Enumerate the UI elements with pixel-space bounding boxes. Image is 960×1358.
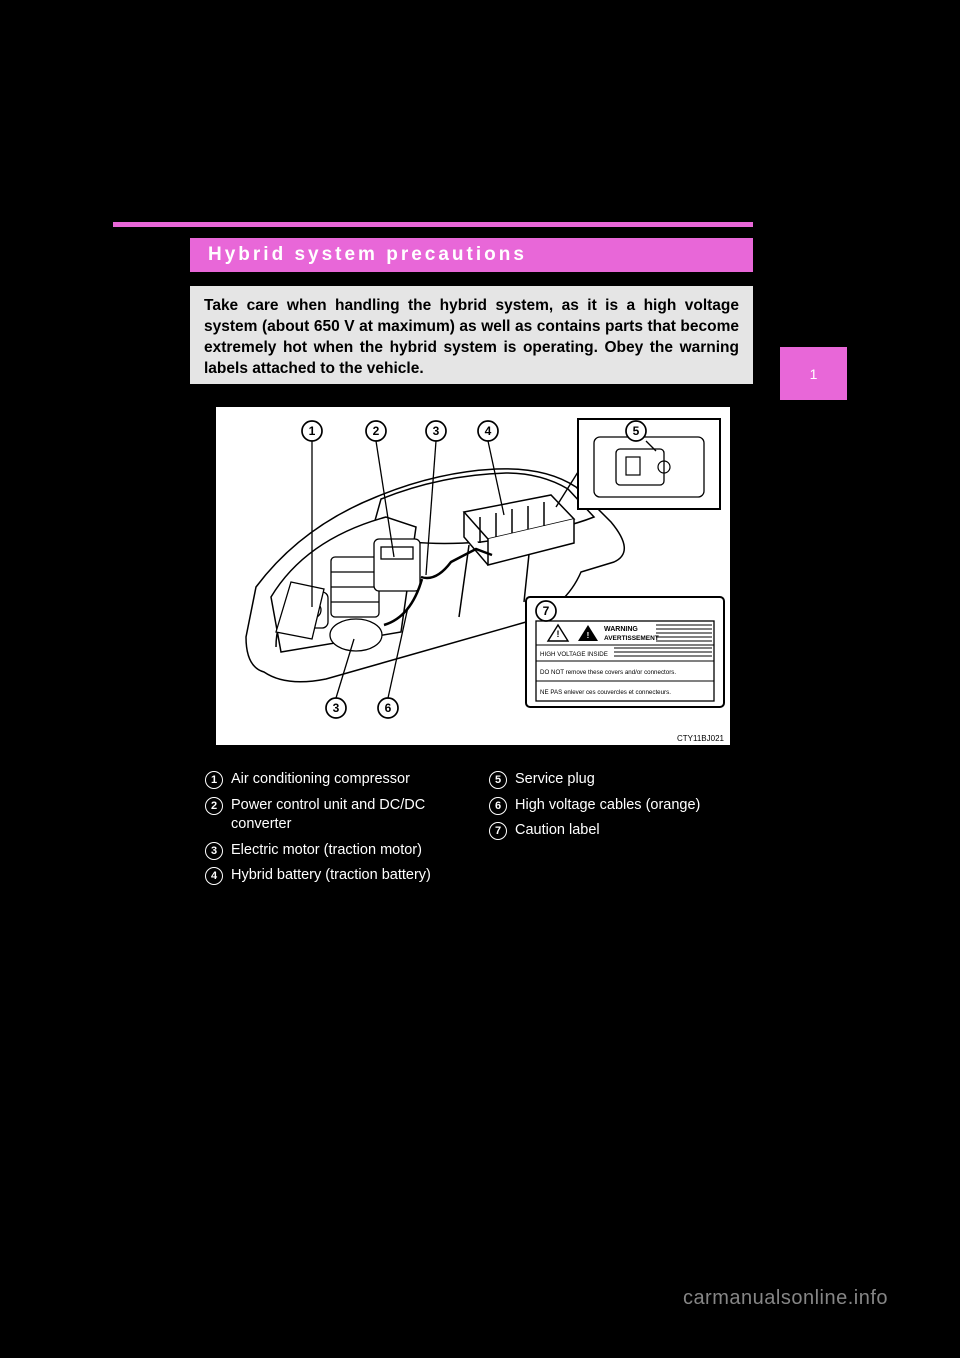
intro-text: Take care when handling the hybrid syste… xyxy=(204,296,739,380)
svg-text:!: ! xyxy=(557,629,560,639)
legend-item: 3 Electric motor (traction motor) xyxy=(205,841,469,861)
svg-text:NE PAS enlever ces couvercles: NE PAS enlever ces couvercles et connect… xyxy=(540,689,671,696)
legend-number-icon: 3 xyxy=(205,842,223,860)
svg-text:4: 4 xyxy=(485,424,492,438)
svg-text:1: 1 xyxy=(309,424,316,438)
diagram-svg: ! ! WARNING AVERTISSEMENT HIGH VOLTAGE I… xyxy=(216,407,730,745)
svg-text:AVERTISSEMENT: AVERTISSEMENT xyxy=(604,635,659,642)
legend-number-icon: 4 xyxy=(205,867,223,885)
section-heading-text: Hybrid system precautions xyxy=(208,244,527,266)
svg-text:DO NOT remove these covers and: DO NOT remove these covers and/or connec… xyxy=(540,669,676,676)
legend-number-icon: 5 xyxy=(489,771,507,789)
top-magenta-rule xyxy=(113,222,753,227)
legend-text: Caution label xyxy=(515,821,600,841)
legend-number-icon: 2 xyxy=(205,797,223,815)
legend-text: Electric motor (traction motor) xyxy=(231,841,422,861)
svg-text:WARNING: WARNING xyxy=(604,626,638,633)
legend-number-icon: 1 xyxy=(205,771,223,789)
legend-item: 6 High voltage cables (orange) xyxy=(489,796,753,816)
svg-text:6: 6 xyxy=(385,701,392,715)
side-vertical-label: For safety and security xyxy=(806,420,821,552)
svg-text:7: 7 xyxy=(543,604,550,618)
legend-number-icon: 7 xyxy=(489,822,507,840)
svg-text:3: 3 xyxy=(333,701,340,715)
legend-item: 1 Air conditioning compressor xyxy=(205,770,469,790)
svg-text:!: ! xyxy=(587,631,590,640)
diagram-code: CTY11BJ021 xyxy=(677,734,724,743)
svg-text:2: 2 xyxy=(373,424,380,438)
hybrid-system-diagram: ! ! WARNING AVERTISSEMENT HIGH VOLTAGE I… xyxy=(214,405,732,747)
svg-text:HIGH VOLTAGE INSIDE: HIGH VOLTAGE INSIDE xyxy=(540,651,608,658)
legend-item: 5 Service plug xyxy=(489,770,753,790)
legend-item: 7 Caution label xyxy=(489,821,753,841)
legend-number-icon: 6 xyxy=(489,797,507,815)
section-heading-bar: Hybrid system precautions xyxy=(190,238,753,272)
svg-text:3: 3 xyxy=(433,424,440,438)
watermark: carmanualsonline.info xyxy=(683,1287,888,1310)
legend-text: Hybrid battery (traction battery) xyxy=(231,866,431,886)
svg-text:5: 5 xyxy=(633,424,640,438)
chapter-tab: 1 xyxy=(780,347,847,400)
legend-col-left: 1 Air conditioning compressor 2 Power contr… xyxy=(205,770,469,892)
legend-col-right: 5 Service plug 6 High voltage cables (orang… xyxy=(489,770,753,892)
legend-item: 4 Hybrid battery (traction battery) xyxy=(205,866,469,886)
chapter-tab-number: 1 xyxy=(810,366,818,382)
legend-text: Power control unit and DC/DC converter xyxy=(231,796,469,835)
legend-item: 2 Power control unit and DC/DC converter xyxy=(205,796,469,835)
legend: 1 Air conditioning compressor 2 Power contr… xyxy=(205,770,753,892)
legend-text: Service plug xyxy=(515,770,595,790)
intro-box: Take care when handling the hybrid syste… xyxy=(190,286,753,384)
legend-text: Air conditioning compressor xyxy=(231,770,410,790)
legend-text: High voltage cables (orange) xyxy=(515,796,700,816)
